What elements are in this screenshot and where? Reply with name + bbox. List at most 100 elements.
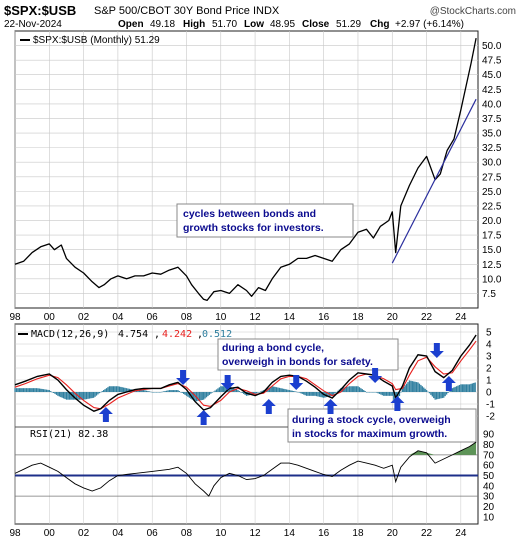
x-axis-middle-tick-label: 14 xyxy=(284,312,296,323)
macd-histogram-bar xyxy=(371,392,373,393)
annotation-stock-cycle: during a stock cycle, overweigh in stock… xyxy=(287,408,477,443)
macd-histogram-bar xyxy=(95,392,98,396)
macd-histogram-bar xyxy=(218,387,221,392)
macd-histogram-bar xyxy=(445,392,448,395)
price-y-tick-label: 7.5 xyxy=(482,289,496,300)
macd-histogram-bar xyxy=(353,386,355,392)
macd-histogram-bar xyxy=(458,384,461,392)
macd-histogram-bar xyxy=(375,392,378,393)
macd-histogram-bar xyxy=(344,387,346,392)
price-y-tick-label: 50.0 xyxy=(482,41,502,52)
macd-histogram-bar xyxy=(397,392,399,400)
x-axis-bottom-tick-label: 16 xyxy=(318,528,330,539)
macd-histogram-bar xyxy=(92,392,95,398)
price-panel: 7.5 10.0 12.5 15.0 17.5 20.0 22.5 25.0 27.5 30.0 3… xyxy=(14,30,502,309)
macd-histogram-bar xyxy=(45,389,48,392)
cycle-arrow-up xyxy=(390,396,405,411)
macd-histogram-bar xyxy=(107,387,109,392)
macd-histogram-bar xyxy=(121,387,123,392)
macd-histogram-bar xyxy=(61,392,63,398)
macd-histogram-bar xyxy=(391,392,393,396)
macd-histogram-bar xyxy=(198,392,201,401)
macd-histogram-bar xyxy=(32,388,35,392)
symbol-title: $SPX:$USB xyxy=(4,3,76,18)
macd-histogram-bar xyxy=(307,392,309,396)
macd-histogram-bar xyxy=(413,381,415,392)
macd-histogram-bar xyxy=(38,388,40,392)
macd-histogram-bar xyxy=(197,392,199,401)
macd-histogram-bar xyxy=(153,392,155,393)
x-axis-bottom-tick-label: 02 xyxy=(78,528,90,539)
macd-histogram-bar xyxy=(257,392,259,393)
price-y-tick-label: 12.5 xyxy=(482,260,502,271)
macd-histogram-bar xyxy=(85,392,88,400)
x-axis-bottom: 98 00 02 04 06 08 10 12 14 16 18 20 22 24 xyxy=(9,528,466,539)
annotation-cycles: cycles between bonds and growth stocks f… xyxy=(176,203,354,238)
macd-histogram-bar xyxy=(434,392,436,400)
macd-histogram-bar xyxy=(230,386,232,392)
price-series-line xyxy=(14,37,477,302)
macd-histogram-bar xyxy=(105,388,108,392)
x-axis-middle-tick-label: 24 xyxy=(455,312,467,323)
low-value: 48.95 xyxy=(270,19,295,30)
macd-histogram-bar xyxy=(318,392,321,397)
x-axis-middle-tick-label: 06 xyxy=(147,312,159,323)
macd-histogram-bar xyxy=(244,392,246,395)
macd-histogram-bar xyxy=(143,390,145,392)
macd-histogram-bar xyxy=(57,392,59,396)
macd-histogram-bar xyxy=(27,388,29,392)
macd-histogram-bar xyxy=(34,388,36,392)
macd-histogram-bar xyxy=(354,386,356,392)
cycle-arrow-up xyxy=(441,376,456,391)
macd-histogram-bar xyxy=(35,388,38,392)
x-axis-bottom-tick-label: 00 xyxy=(44,528,56,539)
macd-legend-comma-2: , xyxy=(197,329,203,340)
macd-histogram-bar xyxy=(425,390,428,392)
macd-histogram-bar xyxy=(308,392,311,396)
macd-histogram-bar xyxy=(414,381,416,392)
macd-histogram-bar xyxy=(110,386,112,392)
macd-histogram-bar xyxy=(223,386,225,392)
macd-histogram-bar xyxy=(254,392,256,394)
macd-histogram-bar xyxy=(295,391,298,393)
macd-histogram-bar xyxy=(158,392,161,393)
cycle-arrow-down xyxy=(368,368,383,383)
macd-histogram-bar xyxy=(120,386,122,392)
macd-histogram-bar xyxy=(215,389,218,392)
price-y-tick-label: 27.5 xyxy=(482,172,502,183)
macd-histogram-bar xyxy=(315,392,318,397)
price-y-tick-label: 22.5 xyxy=(482,201,502,212)
price-y-tick-label: 35.0 xyxy=(482,129,502,140)
macd-histogram-bar xyxy=(357,386,359,392)
macd-histogram-bar xyxy=(151,392,153,393)
macd-histogram-bar xyxy=(64,392,66,400)
macd-histogram-bar xyxy=(185,392,188,396)
chg-value: +2.97 (+6.14%) xyxy=(395,19,464,30)
macd-histogram-bar xyxy=(128,388,131,392)
macd-histogram-bar xyxy=(114,386,116,392)
macd-histogram-bar xyxy=(304,392,306,396)
price-y-tick-label: 17.5 xyxy=(482,231,502,242)
macd-histogram-bar xyxy=(421,386,423,392)
macd-histogram-bar xyxy=(448,391,451,392)
open-label: Open xyxy=(118,19,144,30)
macd-y-tick-label: 2 xyxy=(486,364,492,375)
macd-histogram-bar xyxy=(193,392,195,401)
macd-histogram-bar xyxy=(118,386,121,392)
macd-histogram-bar xyxy=(440,392,442,399)
macd-histogram-bar xyxy=(41,388,43,392)
annotation-bond-cycle-line-2: overweigh in bonds for safety. xyxy=(222,356,373,368)
macd-histogram-bar xyxy=(301,392,303,394)
macd-histogram-bar xyxy=(410,380,412,392)
macd-y-tick-label: 5 xyxy=(486,328,492,339)
macd-histogram-bar xyxy=(168,390,171,392)
macd-histogram-bar xyxy=(210,392,212,394)
macd-histogram-bar xyxy=(284,389,286,392)
rsi-y-tick-label: 80 xyxy=(483,440,495,451)
macd-histogram-bar xyxy=(42,389,45,392)
signal-legend-value: 4.242 xyxy=(162,329,192,340)
macd-histogram-bar xyxy=(411,381,413,392)
macd-histogram-bar xyxy=(117,386,119,392)
macd-histogram-bar xyxy=(98,392,101,394)
macd-histogram-bar xyxy=(180,392,182,393)
